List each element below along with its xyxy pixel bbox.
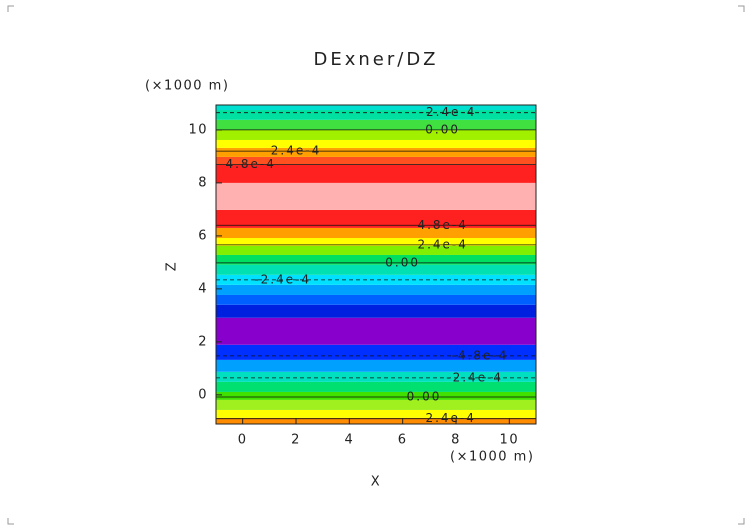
band [216, 245, 536, 255]
band [216, 182, 536, 210]
contour-label: 2.4e-4 [425, 411, 475, 425]
band [216, 119, 536, 130]
contour-label: 0.00 [385, 255, 420, 269]
band [216, 284, 536, 295]
y-tick-label: 0 [198, 387, 208, 402]
contour-label: 2.4e-4 [271, 144, 321, 158]
contour-label: -2.4e-4 [254, 272, 311, 286]
band [216, 317, 536, 345]
band [216, 209, 536, 228]
chart-title: DExner/DZ [313, 49, 438, 70]
y-tick-label: 6 [198, 228, 208, 243]
x-tick-label: 8 [451, 433, 461, 448]
band [216, 164, 536, 183]
x-tick-label: 6 [398, 433, 408, 448]
x-tick-label: 2 [291, 433, 301, 448]
band [216, 147, 536, 157]
band [216, 409, 536, 418]
band [216, 399, 536, 410]
band [216, 105, 536, 111]
y-tick-label: 8 [198, 175, 208, 190]
plot-area: -2.4e-40.002.4e-44.8e-44.8e-42.4e-40.00-… [216, 105, 536, 425]
band [216, 381, 536, 392]
band [216, 417, 536, 424]
contour-label: -2.4e-4 [420, 105, 477, 119]
band [216, 254, 536, 265]
contour-label: 4.8e-4 [417, 218, 467, 232]
band [216, 304, 536, 318]
band [216, 274, 536, 285]
x-tick-label: 10 [500, 433, 520, 448]
band [216, 110, 536, 120]
band [216, 238, 536, 246]
band [216, 294, 536, 305]
band [216, 359, 536, 372]
y-unit: (×1000 m) [145, 79, 229, 94]
band [216, 391, 536, 400]
contour-label: 0.00 [407, 389, 442, 403]
y-tick-label: 4 [198, 281, 208, 296]
x-tick-label: 4 [344, 433, 354, 448]
frame [215, 104, 537, 425]
y-axis-label: Z [165, 261, 180, 271]
contour-label: 4.8e-4 [225, 157, 275, 171]
band [216, 139, 536, 148]
contour-label: 2.4e-4 [417, 237, 467, 251]
x-axis-label: X [371, 475, 381, 490]
contour-label: -4.8e-4 [452, 348, 509, 362]
y-tick-label: 2 [198, 334, 208, 349]
contour-label: 0.00 [425, 122, 460, 136]
corner-marks [7, 5, 745, 525]
contour-label: -2.4e-4 [446, 370, 503, 384]
band [216, 264, 536, 275]
band [216, 129, 536, 140]
band [216, 156, 536, 165]
y-tick-label: 10 [188, 122, 208, 137]
band [216, 371, 536, 382]
x-unit: (×1000 m) [450, 450, 534, 465]
band [216, 227, 536, 239]
x-tick-label: 0 [238, 433, 248, 448]
